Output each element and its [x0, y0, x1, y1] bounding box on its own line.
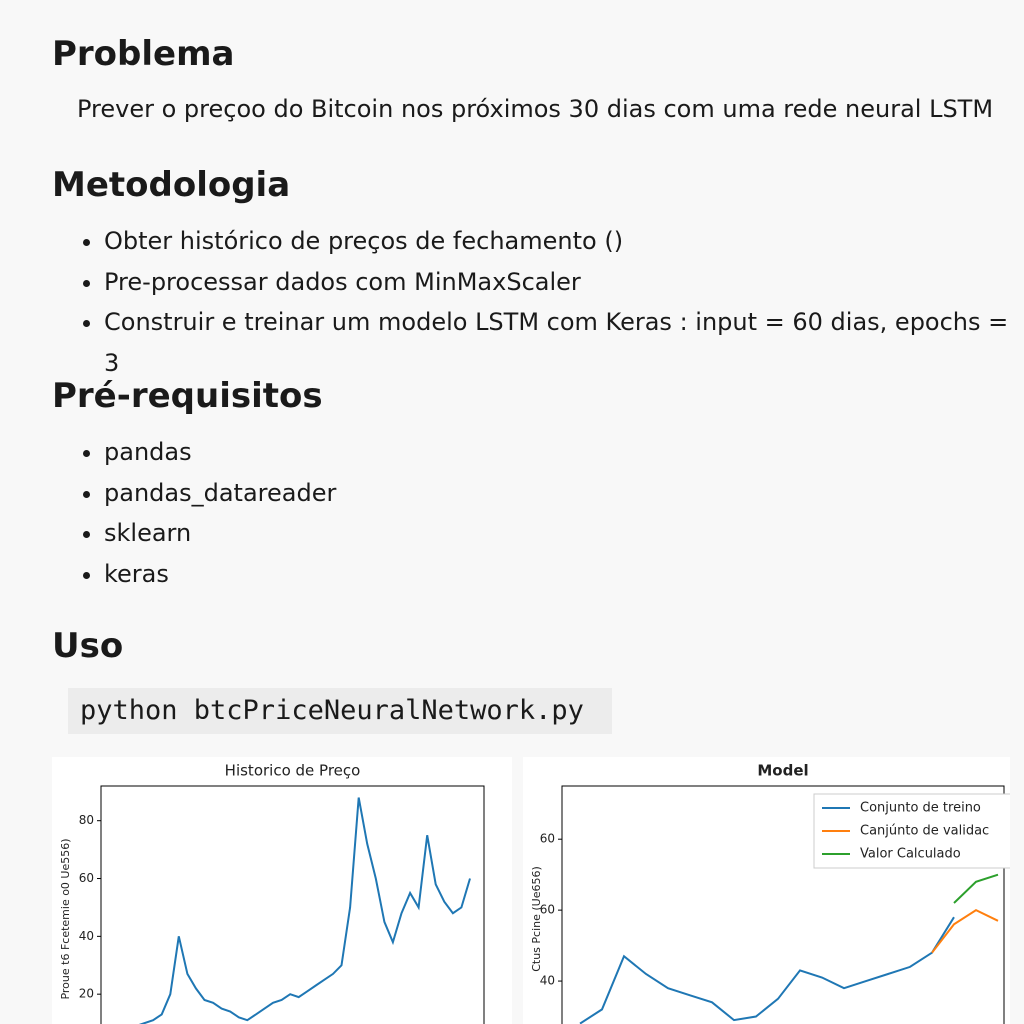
- y-tick-label: 40: [79, 929, 94, 943]
- heading: Pré-requisitos: [52, 376, 323, 416]
- list: pandas pandas_datareader sklearn keras: [78, 432, 336, 594]
- y-axis-label: Ctus Pcine (Ue656): [530, 866, 543, 972]
- chart-title: Historico de Preço: [225, 762, 361, 780]
- code-block: python btcPriceNeuralNetwork.py: [68, 688, 612, 734]
- y-tick-label: 20: [79, 987, 94, 1001]
- legend-label: Canjúnto de validac: [860, 824, 989, 839]
- data-line: [953, 873, 999, 904]
- list-item: Obter histórico de preços de fechamento …: [104, 221, 1024, 262]
- plot-area: [100, 785, 485, 1024]
- list-item: sklearn: [104, 513, 336, 554]
- y-tick-label: 60: [540, 832, 555, 846]
- data-line: [138, 797, 471, 1024]
- plot-area: [561, 785, 1005, 1024]
- chart: Model Ctus Pcine (Ue656) 40 60 60 Conjunto de…: [523, 757, 1010, 1024]
- list-item: Construir e treinar um modelo LSTM com K…: [104, 302, 1024, 377]
- list-item: Pre-processar dados com MinMaxScaler: [104, 262, 1024, 303]
- legend-label: Conjunto de treino: [860, 801, 981, 816]
- legend-label: Valor Calculado: [860, 847, 961, 862]
- data-line: [579, 916, 955, 1024]
- y-tick-label: 60: [79, 871, 94, 885]
- list-item: pandas: [104, 432, 336, 473]
- y-axis-label: Proue t6 Fcetemie o0 Ue556): [59, 838, 72, 999]
- heading: Metodologia: [52, 165, 291, 205]
- y-tick-label: 80: [79, 813, 94, 827]
- list: Obter histórico de preços de fechamento …: [78, 221, 1024, 377]
- list-item: keras: [104, 554, 336, 595]
- heading: Uso: [52, 626, 124, 666]
- y-tick-label: 60: [540, 903, 555, 917]
- heading: Problema: [52, 34, 235, 74]
- y-tick-label: 40: [540, 974, 555, 988]
- list-item: pandas_datareader: [104, 473, 336, 514]
- data-line: [931, 908, 999, 954]
- chart: Historico de Preço Proue t6 Fcetemie o0 U…: [52, 757, 512, 1024]
- chart-title: Model: [757, 762, 808, 780]
- paragraph: Prever o preçoo do Bitcoin nos próximos …: [77, 95, 994, 123]
